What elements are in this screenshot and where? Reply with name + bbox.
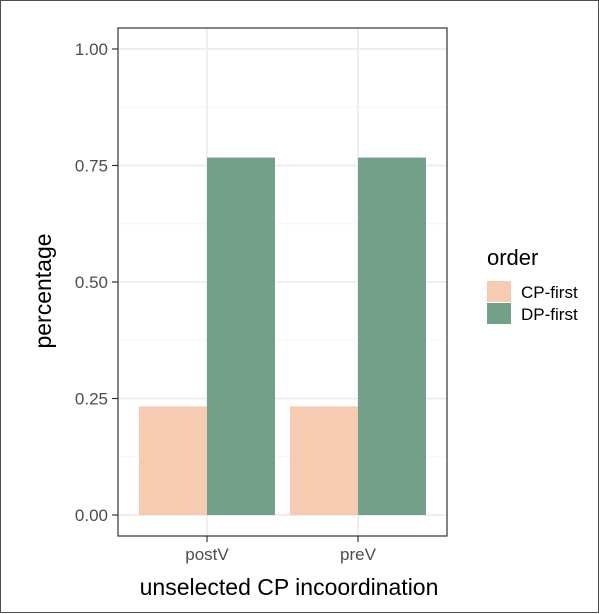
legend-key-dp-first — [487, 303, 511, 324]
x-axis-title: unselected CP incoordination — [140, 574, 439, 600]
y-tick-label: 0.75 — [75, 156, 108, 175]
y-tick-label: 1.00 — [75, 40, 108, 59]
bar-postV-cp-first — [139, 406, 207, 516]
bar-postV-dp-first — [207, 157, 275, 516]
y-axis-title: percentage — [30, 233, 56, 348]
bar-preV-dp-first — [358, 157, 426, 516]
y-tick-label: 0.00 — [75, 506, 108, 525]
x-axis: postV preV — [185, 536, 377, 564]
x-tick-label: preV — [340, 545, 377, 564]
legend-label-dp-first: DP-first — [521, 305, 578, 324]
legend-title: order — [487, 245, 538, 270]
x-tick-label: postV — [185, 545, 229, 564]
y-tick-label: 0.50 — [75, 273, 108, 292]
legend: order CP-first DP-first — [487, 245, 578, 324]
bars-group — [139, 157, 426, 516]
bar-preV-cp-first — [290, 406, 358, 516]
legend-label-cp-first: CP-first — [521, 283, 578, 302]
y-axis: 0.00 0.25 0.50 0.75 1.00 — [75, 40, 118, 525]
legend-key-cp-first — [487, 281, 511, 302]
y-tick-label: 0.25 — [75, 390, 108, 409]
